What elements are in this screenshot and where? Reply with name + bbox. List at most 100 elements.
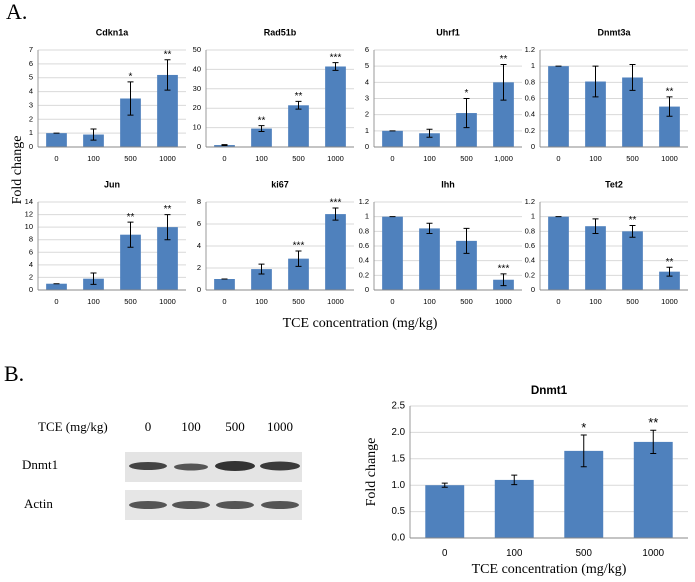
y-tick-label: 10 [25,222,33,231]
y-tick-label: 6 [197,219,201,228]
x-tick-label: 100 [87,297,100,306]
error-bar [441,482,448,488]
y-tick-label: 4 [29,260,33,269]
error-bar [90,128,97,141]
x-tick-label: 1,000 [494,154,513,163]
y-tick-label: 0 [197,285,201,294]
y-tick-label: 0 [365,285,369,294]
panel-label: B. [4,361,24,386]
chart-title: Rad51b [264,27,297,37]
bar [214,279,235,290]
bar [288,105,309,147]
y-tick-label: 2 [29,272,33,281]
y-tick-label: 6 [29,59,33,68]
significance-label: ** [164,49,172,60]
y-tick-label: 0.5 [391,506,405,517]
significance-label: *** [330,52,342,63]
x-tick-label: 500 [576,548,593,559]
bar [659,271,680,290]
error-bar [258,263,265,275]
significance-label: ** [127,212,135,223]
bar [288,258,309,290]
y-tick-label: 0 [531,285,535,294]
error-bar [295,100,302,110]
bar [622,231,643,290]
y-tick-label: 0.6 [359,241,369,250]
y-tick-label: 0 [197,142,201,151]
x-tick-label: 500 [124,297,137,306]
significance-label: ** [258,115,266,126]
blot-header: TCE (mg/kg) [38,419,108,434]
x-tick-label: 0 [556,154,560,163]
y-tick-label: 0.4 [525,110,535,119]
y-tick-label: 50 [193,45,201,54]
bar [251,269,272,290]
y-tick-label: 1.2 [525,45,535,54]
blot-row-label: Dnmt1 [22,457,58,472]
x-tick-label: 100 [423,297,436,306]
error-bar [164,214,171,241]
bar [120,234,141,290]
x-tick-label: 0 [390,297,394,306]
y-tick-label: 0.6 [525,241,535,250]
bar [622,77,643,147]
error-bar [592,65,599,98]
significance-label: * [581,420,586,435]
y-tick-label: 7 [29,45,33,54]
panel-label: A. [6,0,27,24]
y-axis-label: Fold change [10,136,25,205]
bar [157,227,178,290]
chart-title: Tet2 [605,179,623,189]
significance-label: ** [666,257,674,268]
y-tick-label: 1 [29,128,33,137]
x-tick-label: 500 [626,297,639,306]
x-axis-label: TCE concentration (mg/kg) [472,562,627,577]
x-tick-label: 500 [626,154,639,163]
error-bar [426,128,433,138]
y-tick-label: 8 [29,235,33,244]
y-tick-label: 1 [365,126,369,135]
x-tick-label: 100 [423,154,436,163]
error-bar [629,224,636,238]
chart-title: Cdkn1a [96,27,130,37]
lane-label: 500 [225,419,245,434]
significance-label: *** [498,264,510,275]
x-tick-label: 500 [292,297,305,306]
y-tick-label: 1 [531,61,535,70]
bar [425,485,465,538]
y-tick-label: 6 [29,247,33,256]
x-tick-label: 1000 [327,154,344,163]
y-tick-label: 2.5 [391,401,405,412]
error-bar [258,125,265,132]
chart-title: Jun [104,179,120,189]
y-tick-label: 10 [193,123,201,132]
bar [548,216,569,290]
y-tick-label: 5 [365,61,369,70]
x-tick-label: 0 [442,548,448,559]
x-tick-label: 1000 [159,297,176,306]
x-tick-label: 500 [124,154,137,163]
bar [83,134,104,147]
lane-label: 1000 [267,419,293,434]
error-bar [164,59,171,91]
error-bar [90,272,97,285]
x-tick-label: 100 [589,297,602,306]
x-tick-label: 500 [460,154,473,163]
blot-image [125,452,302,520]
bar [214,145,235,147]
y-tick-label: 1 [531,212,535,221]
chart-title: Dnmt1 [531,384,568,397]
error-bar [127,81,134,116]
y-tick-label: 0 [29,285,33,294]
y-tick-label: 20 [193,103,201,112]
lane-label: 100 [181,419,201,434]
y-tick-label: 0.8 [525,77,535,86]
error-bar [500,64,507,101]
bar [419,228,440,290]
y-axis-label: Fold change [364,438,379,507]
y-tick-label: 6 [365,45,369,54]
bar [548,66,569,147]
significance-label: *** [293,241,305,252]
error-bar [592,218,599,235]
y-tick-label: 0.0 [391,533,405,544]
